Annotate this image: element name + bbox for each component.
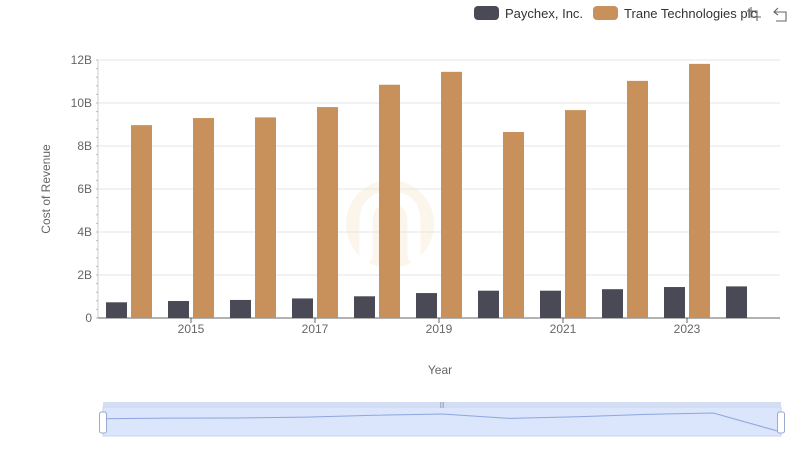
bars-group [106, 63, 747, 319]
bar-trane-2017[interactable] [317, 107, 338, 319]
legend-label-trane: Trane Technologies plc [624, 5, 758, 21]
legend-item-trane[interactable]: Trane Technologies plc [593, 6, 757, 21]
x-axis: 2015 2017 2019 2021 2023 [98, 317, 780, 336]
legend-swatch-paychex [474, 6, 499, 20]
zoom-handle-start[interactable] [99, 411, 107, 434]
legend-swatch-trane [593, 6, 619, 20]
bar-paychex-2023[interactable] [664, 287, 685, 318]
bar-paychex-2018[interactable] [354, 296, 375, 318]
bar-trane-2020[interactable] [503, 132, 524, 318]
chart-toolbox [746, 6, 788, 22]
bar-trane-2019[interactable] [441, 71, 462, 318]
zoom-selection[interactable] [102, 406, 782, 437]
bar-paychex-2017[interactable] [292, 298, 313, 318]
bar-paychex-2015[interactable] [168, 301, 189, 318]
restore-icon[interactable] [772, 6, 788, 22]
y-tick-label: 8B [77, 139, 92, 153]
x-tick-label: 2017 [302, 322, 329, 336]
data-zoom-slider[interactable]: ||| [99, 402, 785, 437]
y-axis-title: Cost of Revenue [39, 144, 53, 234]
bar-trane-2022[interactable] [627, 80, 648, 318]
x-tick-label: 2021 [550, 322, 577, 336]
x-tick-label: 2019 [426, 322, 453, 336]
y-axis: 0 2B 4B 6B 8B 10B 12B [71, 53, 99, 325]
bar-trane-2021[interactable] [565, 110, 586, 318]
bar-trane-2014[interactable] [131, 125, 152, 319]
bar-trane-2018[interactable] [379, 84, 400, 318]
y-tick-label: 12B [71, 53, 92, 67]
zoom-preview-line [102, 412, 782, 433]
bar-trane-2023[interactable] [689, 63, 710, 319]
zoom-drag-bar[interactable] [103, 402, 781, 407]
y-tick-label: 10B [71, 96, 92, 110]
bar-paychex-2021[interactable] [540, 290, 561, 318]
y-tick-label: 6B [77, 182, 92, 196]
x-axis-title: Year [428, 363, 452, 377]
bar-paychex-2022[interactable] [602, 289, 623, 318]
chart-legend: Paychex, Inc. Trane Technologies plc [474, 3, 757, 23]
y-tick-label: 0 [85, 311, 92, 325]
bar-trane-2016[interactable] [255, 117, 276, 318]
y-tick-label: 2B [77, 268, 92, 282]
bar-paychex-2020[interactable] [478, 290, 499, 318]
zoom-grip-icon: ||| [440, 403, 445, 409]
bar-paychex-2014[interactable] [106, 302, 127, 318]
bar-paychex-2024[interactable] [726, 286, 747, 318]
zoom-handle-end[interactable] [777, 411, 785, 434]
legend-item-paychex[interactable]: Paychex, Inc. [474, 6, 583, 21]
bar-paychex-2016[interactable] [230, 299, 251, 318]
x-tick-label: 2023 [674, 322, 701, 336]
zoom-icon[interactable] [746, 6, 762, 22]
bar-paychex-2019[interactable] [416, 293, 437, 318]
legend-label-paychex: Paychex, Inc. [505, 5, 584, 21]
y-tick-label: 4B [77, 225, 92, 239]
bar-trane-2015[interactable] [193, 118, 214, 318]
x-tick-label: 2015 [178, 322, 205, 336]
